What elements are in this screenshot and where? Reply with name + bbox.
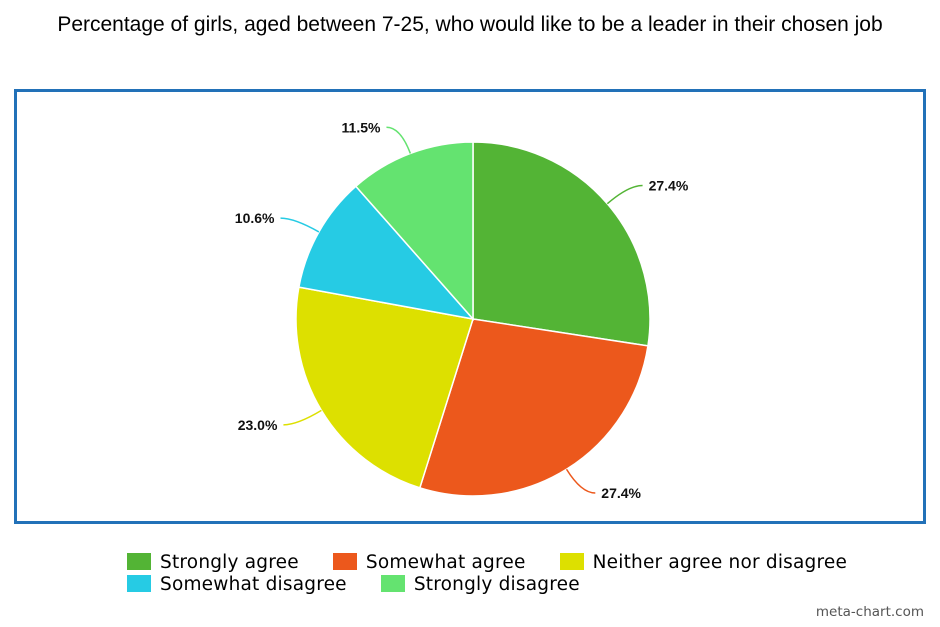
leader-line-strongly-disagree xyxy=(386,126,412,154)
legend-swatch xyxy=(332,553,357,570)
data-label-somewhat-agree: 27.4% xyxy=(601,485,641,501)
leader-line-neither xyxy=(283,409,322,426)
legend: Strongly agree Somewhat agree Neither ag… xyxy=(127,552,847,596)
leader-line-strongly-agree xyxy=(606,184,643,205)
pie-slice-strongly-agree[interactable] xyxy=(472,141,651,347)
legend-label: Strongly agree xyxy=(160,552,299,573)
legend-row: Somewhat disagree Strongly disagree xyxy=(127,574,847,596)
plot-area: 27.4% 27.4% 23.0% 10.6% 11.5% xyxy=(14,89,926,524)
legend-item-strongly-disagree[interactable]: Strongly disagree xyxy=(380,574,580,595)
legend-label: Neither agree nor disagree xyxy=(592,552,848,573)
chart-title: Percentage of girls, aged between 7-25, … xyxy=(57,13,883,36)
pie-chart: 27.4% 27.4% 23.0% 10.6% 11.5% xyxy=(235,119,689,501)
legend-item-strongly-agree[interactable]: Strongly agree xyxy=(127,552,299,573)
pie-slice-strongly-disagree[interactable] xyxy=(354,141,474,321)
legend-label: Somewhat agree xyxy=(365,552,526,573)
data-label-neither: 23.0% xyxy=(238,417,278,433)
leader-line-somewhat-disagree xyxy=(280,217,320,233)
legend-item-neither[interactable]: Neither agree nor disagree xyxy=(559,552,848,573)
leader-line-somewhat-agree xyxy=(565,468,596,494)
legend-swatch xyxy=(127,553,151,570)
legend-label: Strongly disagree xyxy=(413,574,580,595)
pie-slice-somewhat-agree[interactable] xyxy=(418,318,649,497)
legend-swatch xyxy=(559,553,584,570)
pie-slice-somewhat-disagree[interactable] xyxy=(298,185,475,321)
legend-label: Somewhat disagree xyxy=(160,574,347,595)
legend-swatch xyxy=(380,575,405,592)
legend-swatch xyxy=(127,575,151,592)
legend-item-somewhat-disagree[interactable]: Somewhat disagree xyxy=(127,574,347,595)
data-label-strongly-disagree: 11.5% xyxy=(342,119,381,135)
legend-item-somewhat-agree[interactable]: Somewhat agree xyxy=(332,552,526,573)
data-label-strongly-agree: 27.4% xyxy=(649,178,689,194)
watermark: meta-chart.com xyxy=(815,604,924,620)
data-label-somewhat-disagree: 10.6% xyxy=(235,210,275,226)
legend-row: Strongly agree Somewhat agree Neither ag… xyxy=(127,552,847,574)
